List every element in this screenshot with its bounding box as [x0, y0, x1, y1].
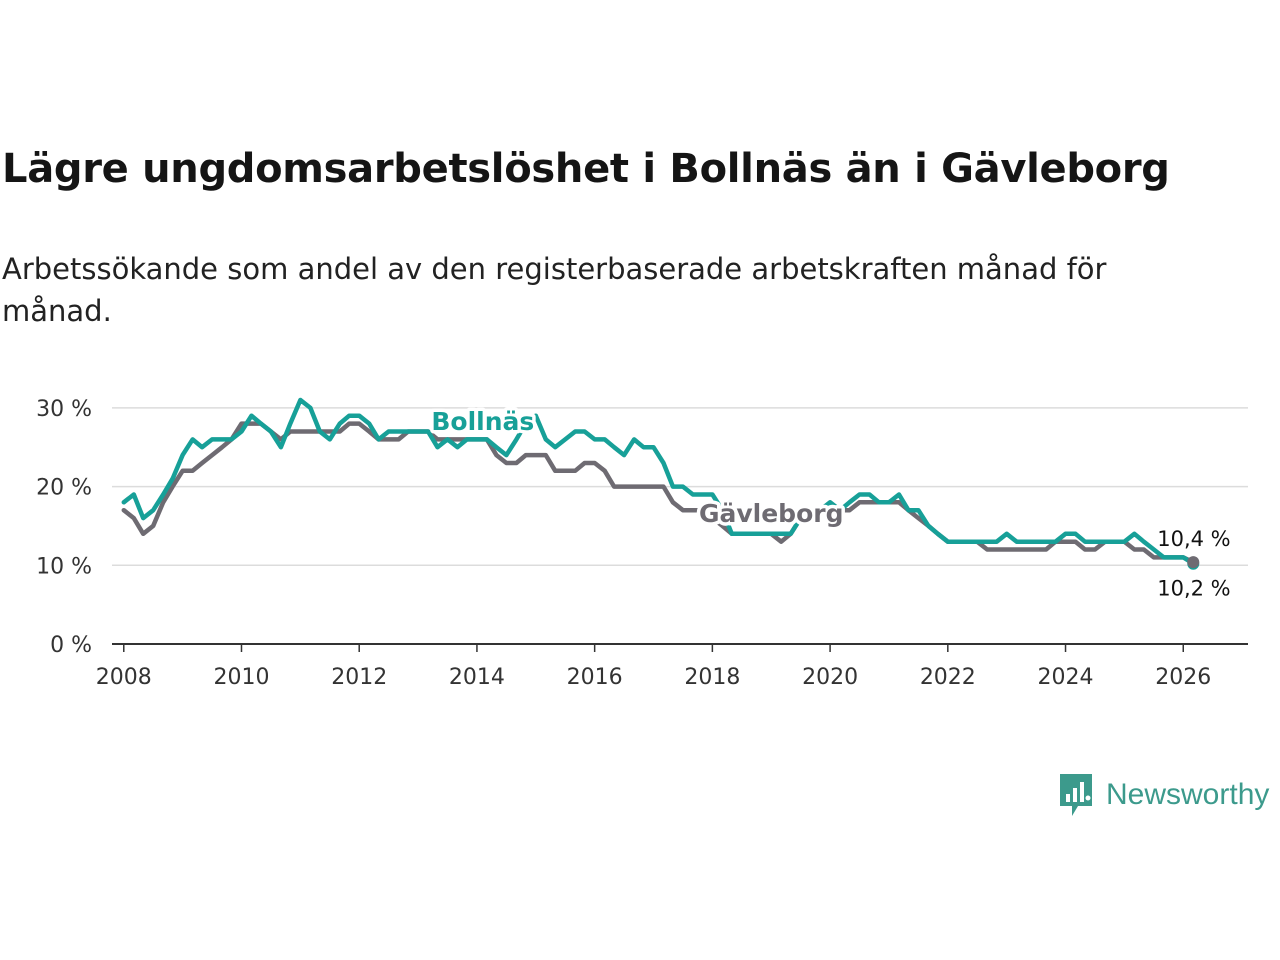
x-tick-label: 2024: [1038, 665, 1094, 690]
series-line-bollnas: [121, 397, 1196, 566]
y-tick-label: 0 %: [50, 633, 92, 658]
x-tick-label: 2026: [1155, 665, 1211, 690]
x-tick-label: 2020: [802, 665, 858, 690]
x-tick-label: 2016: [567, 665, 623, 690]
newsworthy-logo-icon: [1060, 774, 1092, 816]
series-annotation-bollnas: Bollnäs: [431, 407, 534, 436]
series-labels: Bollnäs Gävleborg 10,2 % 10,4 %: [428, 403, 1233, 603]
end-value-label-gavleborg: 10,4 %: [1157, 527, 1230, 551]
line-chart: 0 % 10 % 20 % 30 % 2008 2010 2012 2014 2016 2018…: [36, 397, 1248, 690]
y-tick-label: 10 %: [36, 554, 92, 579]
x-tick-label: 2010: [213, 665, 269, 690]
y-tick-label: 30 %: [36, 397, 92, 422]
end-point-gavleborg: [1187, 556, 1200, 569]
y-axis-ticks: 0 % 10 % 20 % 30 %: [36, 397, 92, 658]
x-tick-label: 2008: [96, 665, 152, 690]
x-tick-label: 2018: [684, 665, 740, 690]
x-axis: 2008 2010 2012 2014 2016 2018 2020 2022 2024 2026: [96, 643, 1248, 690]
y-tick-label: 20 %: [36, 476, 92, 501]
series-annotation-gavleborg: Gävleborg: [699, 499, 844, 528]
brand-name: Newsworthy: [1106, 778, 1270, 811]
series-line-gavleborg: [121, 421, 1196, 565]
x-tick-label: 2014: [449, 665, 505, 690]
x-tick-label: 2022: [920, 665, 976, 690]
chart-title: Lägre ungdomsarbetslöshet i Bollnäs än i…: [2, 146, 1170, 192]
end-value-label-bollnas: 10,2 %: [1157, 577, 1230, 601]
newsworthy-brand[interactable]: Newsworthy: [1058, 772, 1269, 818]
series-lines: [121, 397, 1200, 570]
chart-subtitle: Arbetssökande som andel av den registerb…: [2, 252, 1107, 328]
x-tick-label: 2012: [331, 665, 387, 690]
